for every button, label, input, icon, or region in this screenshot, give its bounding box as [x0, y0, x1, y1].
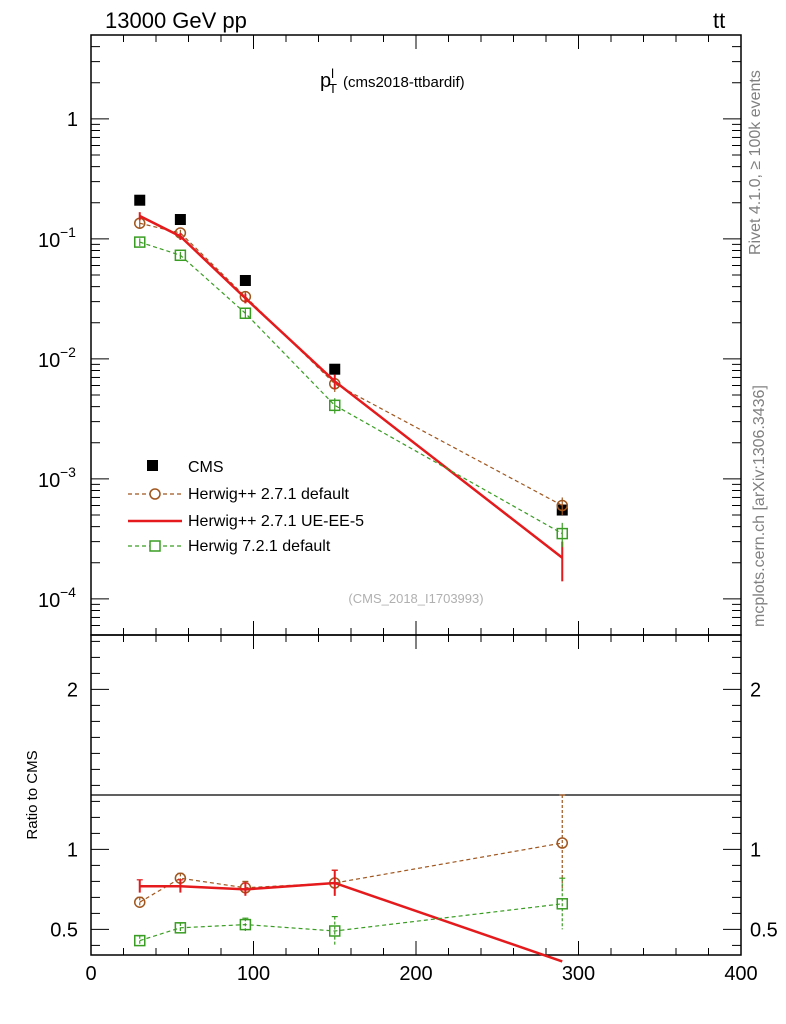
ratio-y-tick-label-right: 1	[750, 839, 761, 861]
main-herwig7-point	[134, 236, 146, 248]
main-series-line	[139, 222, 563, 507]
ratio-y-tick-label-left: 1	[67, 839, 78, 861]
legend-cms-marker	[147, 460, 158, 471]
main-cms-point	[239, 274, 251, 286]
ratio-y-tick-label-left: 2	[67, 679, 78, 701]
header-left-label: 13000 GeV pp	[105, 8, 247, 33]
ratio-tick-labels: 0.5 0.5 1 1 2 2 0 100 200 300 400	[50, 679, 778, 985]
main-herwigpp-default-point	[556, 499, 568, 512]
main-y-tick-label: 10	[38, 350, 60, 372]
main-cms-point	[174, 214, 186, 226]
main-herwig7-point	[174, 249, 187, 262]
ratio-herwigpp-default-point	[556, 837, 568, 849]
main-y-tick-exponent: −3	[60, 464, 76, 480]
x-tick-label: 100	[237, 963, 270, 985]
main-title: pl T (cms2018-ttbardif)	[320, 66, 465, 96]
mcplots-label: mcplots.cern.ch [arXiv:1306.3436]	[751, 385, 768, 627]
x-tick-label: 400	[724, 963, 757, 985]
ratio-herwig7-point	[134, 934, 146, 947]
header-right-bar: ¯	[721, 0, 734, 19]
main-series-line	[139, 214, 564, 559]
main-series	[134, 194, 568, 582]
ratio-y-tick-label-left: 0.5	[50, 919, 78, 941]
legend-cms-label: CMS	[188, 459, 224, 476]
main-y-tick-exponent: −4	[60, 584, 76, 600]
main-y-tick-labels: 110−110−210−310−4	[38, 109, 78, 612]
ratio-y-tick-label-right: 0.5	[750, 919, 778, 941]
x-tick-label: 200	[399, 963, 432, 985]
legend: CMS Herwig++ 2.7.1 default Herwig++ 2.7.…	[128, 459, 364, 555]
ratio-herwig7-point	[556, 898, 568, 910]
main-panel: 110−110−210−310−4 pl T (cms2018-ttbardif) …	[38, 34, 742, 636]
ratio-y-axis-label: Ratio to CMS	[24, 750, 41, 839]
header-right-label: tt	[713, 8, 725, 33]
ratio-herwig7-point	[239, 918, 252, 931]
main-y-tick-label: 10	[38, 230, 60, 252]
main-cms-point	[329, 363, 341, 375]
legend-herwig7-label: Herwig 7.2.1 default	[188, 538, 331, 555]
main-y-tick-exponent: −2	[60, 344, 76, 360]
legend-herwigpp-default-label: Herwig++ 2.7.1 default	[188, 486, 350, 503]
main-y-tick-label: 10	[38, 590, 60, 612]
legend-herwigpp-default-marker	[149, 488, 161, 500]
legend-herwigpp-ueee5-label: Herwig++ 2.7.1 UE-EE-5	[188, 513, 364, 530]
ratio-series-line	[139, 903, 563, 942]
main-y-tick-label: 10	[38, 470, 60, 492]
analysis-watermark: (CMS_2018_I1703993)	[348, 591, 483, 606]
x-tick-label: 300	[562, 963, 595, 985]
rivet-label: Rivet 4.1.0, ≥ 100k events	[747, 70, 764, 255]
main-herwig7-point	[239, 307, 252, 320]
ratio-herwig7-point	[329, 925, 341, 937]
ratio-herwigpp-default-point	[134, 896, 146, 908]
main-cms-point	[134, 194, 146, 206]
main-herwig7-point	[556, 527, 568, 540]
ratio-series	[134, 794, 568, 963]
ratio-herwig7-point	[174, 922, 187, 934]
ratio-ticks	[90, 635, 742, 955]
main-ticks	[90, 34, 742, 636]
ratio-y-tick-label-right: 2	[750, 679, 761, 701]
legend-herwig7-marker	[149, 540, 161, 552]
ratio-series-line	[139, 842, 563, 903]
x-tick-label: 0	[85, 963, 96, 985]
main-y-tick-label: 1	[67, 109, 78, 131]
ratio-panel: 0.5 0.5 1 1 2 2 0 100 200 300 400 Ratio to CMS	[24, 634, 778, 985]
main-herwig7-point	[329, 399, 341, 412]
main-y-tick-exponent: −1	[60, 224, 76, 240]
